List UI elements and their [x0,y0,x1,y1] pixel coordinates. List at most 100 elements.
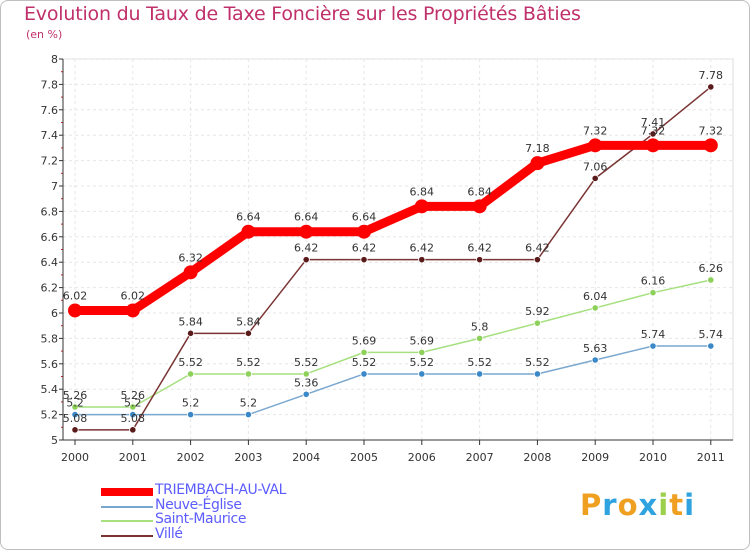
y-tick-label: 6 [51,307,58,320]
y-tick-label: 7.8 [41,78,59,91]
data-point [649,289,657,297]
data-label: 7.78 [699,69,724,82]
data-point [707,276,715,284]
y-tick-label: 5 [51,434,58,447]
data-point [418,370,426,378]
data-label: 5.8 [471,320,489,333]
legend-swatch-ville [101,534,153,537]
legend-label: Saint-Maurice [155,511,247,527]
data-point [187,370,195,378]
data-label: 5.08 [121,412,146,425]
data-label: 5.52 [410,356,435,369]
x-tick-label: 2003 [234,451,262,464]
y-tick-label: 8 [51,53,58,66]
series-line-0 [70,140,716,315]
y-tick-label: 7.2 [41,155,59,168]
data-label: 5.26 [121,389,146,402]
y-tick-label: 7.4 [41,129,59,142]
data-label: 5.84 [178,315,203,328]
data-label: 5.74 [699,328,724,341]
logo-letter: t [669,488,685,522]
data-point [357,224,371,239]
y-tick-label: 5.2 [41,409,59,422]
data-point [414,199,429,214]
data-point [360,256,368,264]
data-label: 7.32 [699,124,724,137]
y-axis-unit-label: (en %) [26,28,63,41]
series-line-1 [74,345,712,416]
data-point [183,265,198,280]
data-point [129,403,137,411]
data-label: 5.52 [178,356,203,369]
data-label: 6.02 [121,289,146,302]
legend-label: Villé [155,525,183,542]
logo-letter: o [617,488,639,522]
x-tick-label: 2010 [639,451,667,464]
data-label: 7.06 [583,160,608,173]
x-tick-label: 2001 [119,451,147,464]
data-point [533,370,542,378]
data-point [591,174,599,182]
x-tick-label: 2011 [697,451,725,464]
data-label: 5.52 [525,356,550,369]
data-label: 7.32 [583,124,608,137]
legend-swatch-neuve-eglise [101,505,153,508]
data-point [187,410,195,419]
data-label: 6.42 [410,242,435,255]
data-label: 6.26 [699,262,724,275]
plot-area [62,58,734,441]
data-point [649,342,657,350]
legend-swatch-triembach [101,488,153,496]
data-point [472,199,487,214]
data-label: 5.69 [352,334,377,347]
data-label: 5.52 [352,356,377,369]
data-label: 6.02 [63,289,88,302]
data-label: 5.92 [525,305,550,318]
data-label: 5.2 [182,397,200,410]
data-point [302,390,310,398]
data-point [475,370,484,378]
y-tick-label: 6.8 [41,205,59,218]
data-point [707,342,715,350]
data-point [418,348,426,356]
data-label: 6.32 [178,251,203,264]
x-tick-label: 2006 [408,451,436,464]
data-point [649,130,657,138]
y-tick-label: 5.8 [41,332,59,345]
x-tick-label: 2008 [523,451,551,464]
data-label: 6.64 [352,211,377,224]
data-label: 5.2 [240,397,258,410]
x-tick-label: 2005 [350,451,378,464]
y-tick-label: 7.6 [41,104,59,117]
logo-letter: x [638,488,659,522]
data-point [68,303,82,318]
data-point [475,334,484,342]
data-point [129,426,137,434]
data-point [244,410,252,419]
data-label: 5.69 [410,334,435,347]
data-label: 7.41 [641,116,666,129]
data-point [187,329,195,337]
series-line-2 [74,279,712,408]
data-point [299,224,314,239]
data-point [591,356,599,364]
y-tick-label: 6.4 [41,256,59,269]
data-label: 6.84 [410,185,435,198]
data-label: 6.64 [294,211,319,224]
data-label: 5.36 [294,376,319,389]
data-label: 5.52 [467,356,492,369]
legend-label: Neuve-Église [155,496,242,513]
data-point [646,138,660,153]
data-point [475,256,484,264]
data-label: 6.42 [467,242,492,255]
data-point [703,138,718,153]
chart-title: Evolution du Taux de Taxe Foncière sur l… [24,3,581,25]
data-label: 6.64 [236,211,261,224]
x-tick-label: 2009 [581,451,609,464]
data-label: 5.52 [236,356,261,369]
proxiti-logo: Proxiti [580,488,695,522]
data-label: 6.42 [352,242,377,255]
x-tick-label: 2007 [466,451,494,464]
legend-label: TRIEMBACH-AU-VAL [155,482,287,498]
